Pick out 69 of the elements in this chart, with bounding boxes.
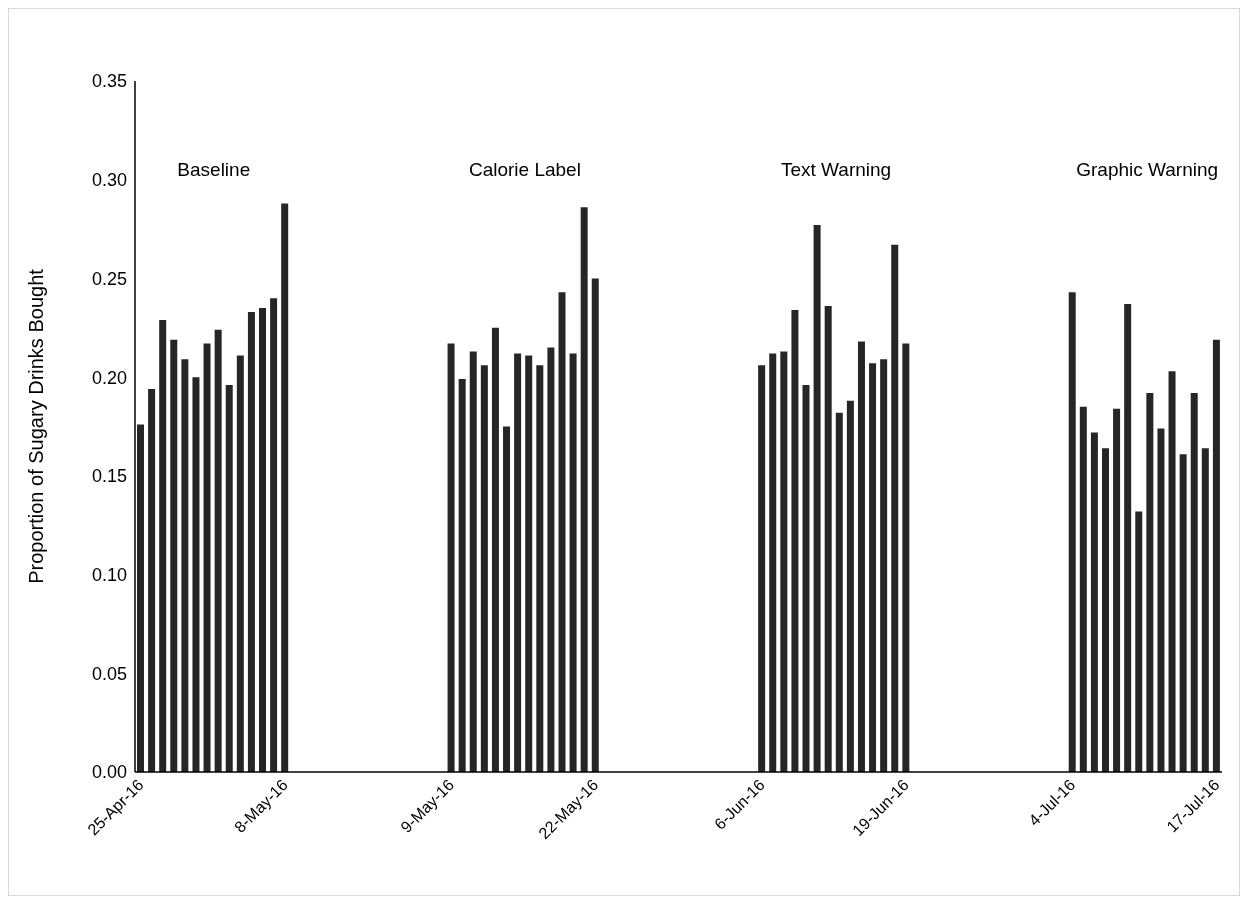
bar (880, 359, 888, 772)
annotation: Text Warning (779, 159, 893, 181)
bar (203, 343, 211, 772)
bar (159, 319, 167, 772)
bar (247, 311, 255, 772)
bar (1212, 339, 1220, 772)
bar (802, 385, 810, 772)
bar (780, 351, 788, 772)
bar (225, 385, 233, 772)
y-tick-label: 0.15 (91, 466, 127, 487)
bar (458, 379, 466, 772)
bar (192, 377, 200, 772)
bar (514, 353, 522, 772)
annotation: Calorie Label (467, 159, 582, 181)
bar (1201, 448, 1209, 772)
bar (891, 244, 899, 772)
bar (148, 388, 156, 772)
y-tick-label: 0.20 (91, 367, 127, 388)
bar (536, 365, 544, 772)
bar (769, 353, 777, 772)
bar (270, 298, 278, 772)
bar (1068, 292, 1076, 772)
bar (469, 351, 477, 772)
bar (1090, 432, 1098, 772)
annotation: Graphic Warning (1075, 159, 1220, 181)
bar (1146, 392, 1154, 772)
bar (569, 353, 577, 772)
bar (1135, 511, 1143, 772)
bar (480, 365, 488, 772)
y-tick-label: 0.30 (91, 170, 127, 191)
annotation: Baseline (177, 159, 251, 180)
bar (580, 207, 588, 772)
bar (758, 365, 766, 772)
y-tick-label: 0.05 (91, 663, 127, 684)
bar (857, 341, 865, 772)
bar (1079, 406, 1087, 772)
bar (835, 412, 843, 772)
bar (1124, 304, 1132, 772)
bar (547, 347, 555, 772)
bar (137, 424, 144, 772)
bar (902, 343, 910, 772)
bar (1101, 448, 1109, 772)
bar (791, 310, 799, 772)
bar (869, 363, 877, 772)
bar (813, 225, 821, 772)
bar (214, 329, 222, 772)
bar (503, 426, 511, 772)
bar (181, 359, 189, 772)
y-tick-label: 0.35 (91, 71, 127, 92)
bar (259, 308, 267, 772)
bar (281, 203, 289, 772)
bar (236, 355, 244, 772)
bar (558, 292, 566, 772)
bar (591, 278, 599, 772)
bar (1157, 428, 1165, 772)
bar (1179, 454, 1187, 772)
bar (824, 306, 832, 772)
y-tick-label: 0.00 (91, 762, 127, 783)
bar (170, 339, 178, 772)
bar (1190, 392, 1198, 772)
bar (1168, 371, 1176, 772)
y-axis-title: Proportion of Sugary Drinks Bought (25, 268, 47, 584)
bar (846, 400, 854, 772)
bar (447, 343, 455, 772)
bar (525, 355, 533, 772)
bar (491, 327, 499, 772)
y-tick-label: 0.25 (91, 268, 127, 289)
y-tick-label: 0.10 (91, 564, 127, 585)
bar (1113, 408, 1121, 772)
